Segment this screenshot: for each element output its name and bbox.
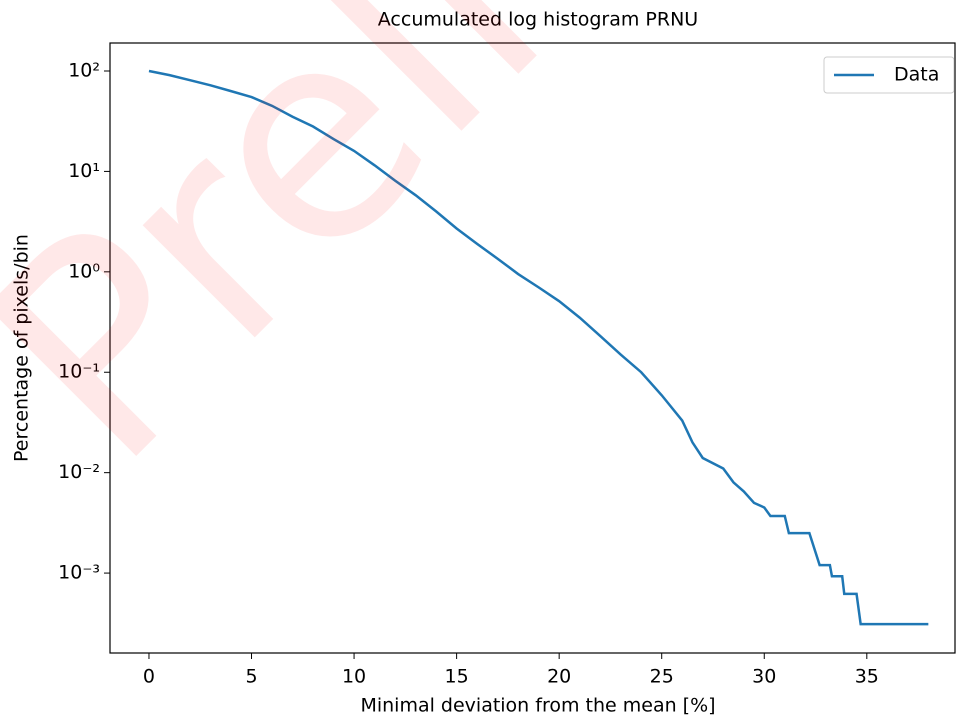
y-axis-label: Percentage of pixels/bin xyxy=(11,234,33,462)
y-tick-label: 10⁻¹ xyxy=(58,361,100,383)
x-tick-label: 25 xyxy=(650,666,674,688)
x-tick-label: 20 xyxy=(547,666,571,688)
y-tick-label: 10⁻² xyxy=(58,461,100,483)
chart-title: Accumulated log histogram PRNU xyxy=(378,9,698,31)
x-tick-label: 0 xyxy=(143,666,155,688)
x-tick-label: 35 xyxy=(855,666,879,688)
x-tick-label: 5 xyxy=(245,666,257,688)
y-tick-label: 10⁻³ xyxy=(58,562,100,584)
y-tick-label: 10¹ xyxy=(68,160,100,182)
x-tick-label: 10 xyxy=(342,666,366,688)
y-tick-label: 10⁰ xyxy=(68,260,100,282)
x-tick-label: 30 xyxy=(752,666,776,688)
data-line xyxy=(148,69,929,626)
plot-frame xyxy=(109,42,956,654)
x-tick-label: 15 xyxy=(445,666,469,688)
legend-box xyxy=(823,56,955,94)
legend-label: Data xyxy=(894,64,939,86)
x-axis-label: Minimal deviation from the mean [%] xyxy=(360,695,715,717)
y-tick-label: 10² xyxy=(68,59,100,81)
